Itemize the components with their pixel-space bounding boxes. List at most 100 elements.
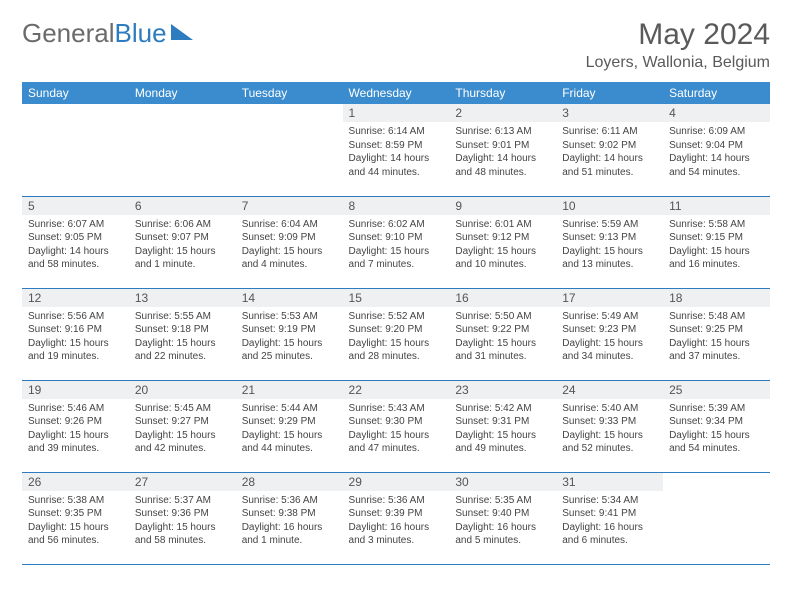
daylight-text: Daylight: 15 hours and 1 minute.: [135, 245, 230, 272]
daylight-text: Daylight: 15 hours and 19 minutes.: [28, 337, 123, 364]
sunrise-text: Sunrise: 6:06 AM: [135, 218, 230, 232]
daylight-text: Daylight: 15 hours and 44 minutes.: [242, 429, 337, 456]
day-details: Sunrise: 6:04 AMSunset: 9:09 PMDaylight:…: [236, 215, 343, 278]
sunset-text: Sunset: 9:07 PM: [135, 231, 230, 245]
sunrise-text: Sunrise: 6:11 AM: [562, 125, 657, 139]
calendar-day-cell: 12Sunrise: 5:56 AMSunset: 9:16 PMDayligh…: [22, 288, 129, 380]
calendar-day-cell: 7Sunrise: 6:04 AMSunset: 9:09 PMDaylight…: [236, 196, 343, 288]
day-details: Sunrise: 5:48 AMSunset: 9:25 PMDaylight:…: [663, 307, 770, 370]
calendar-day-cell: 3Sunrise: 6:11 AMSunset: 9:02 PMDaylight…: [556, 104, 663, 196]
daylight-text: Daylight: 14 hours and 44 minutes.: [349, 152, 444, 179]
calendar-week-row: 5Sunrise: 6:07 AMSunset: 9:05 PMDaylight…: [22, 196, 770, 288]
calendar-day-cell: 28Sunrise: 5:36 AMSunset: 9:38 PMDayligh…: [236, 472, 343, 564]
day-number: 20: [129, 381, 236, 399]
sunset-text: Sunset: 9:33 PM: [562, 415, 657, 429]
sunset-text: Sunset: 9:19 PM: [242, 323, 337, 337]
calendar-day-cell: [129, 104, 236, 196]
sunset-text: Sunset: 9:13 PM: [562, 231, 657, 245]
day-details: Sunrise: 5:50 AMSunset: 9:22 PMDaylight:…: [449, 307, 556, 370]
sunset-text: Sunset: 9:02 PM: [562, 139, 657, 153]
daylight-text: Daylight: 14 hours and 48 minutes.: [455, 152, 550, 179]
sunset-text: Sunset: 9:38 PM: [242, 507, 337, 521]
sunset-text: Sunset: 9:22 PM: [455, 323, 550, 337]
day-number: 10: [556, 197, 663, 215]
daylight-text: Daylight: 15 hours and 58 minutes.: [135, 521, 230, 548]
calendar-day-cell: 9Sunrise: 6:01 AMSunset: 9:12 PMDaylight…: [449, 196, 556, 288]
sunset-text: Sunset: 9:20 PM: [349, 323, 444, 337]
day-number: 16: [449, 289, 556, 307]
calendar-week-row: 26Sunrise: 5:38 AMSunset: 9:35 PMDayligh…: [22, 472, 770, 564]
daylight-text: Daylight: 16 hours and 1 minute.: [242, 521, 337, 548]
daylight-text: Daylight: 16 hours and 3 minutes.: [349, 521, 444, 548]
sunset-text: Sunset: 9:15 PM: [669, 231, 764, 245]
calendar-day-cell: 6Sunrise: 6:06 AMSunset: 9:07 PMDaylight…: [129, 196, 236, 288]
daylight-text: Daylight: 15 hours and 13 minutes.: [562, 245, 657, 272]
day-details: Sunrise: 6:13 AMSunset: 9:01 PMDaylight:…: [449, 122, 556, 185]
day-details: Sunrise: 5:49 AMSunset: 9:23 PMDaylight:…: [556, 307, 663, 370]
sunset-text: Sunset: 9:05 PM: [28, 231, 123, 245]
calendar-day-cell: 25Sunrise: 5:39 AMSunset: 9:34 PMDayligh…: [663, 380, 770, 472]
day-number: 17: [556, 289, 663, 307]
sunrise-text: Sunrise: 5:37 AM: [135, 494, 230, 508]
day-number: 22: [343, 381, 450, 399]
day-details: Sunrise: 5:39 AMSunset: 9:34 PMDaylight:…: [663, 399, 770, 462]
sunrise-text: Sunrise: 5:40 AM: [562, 402, 657, 416]
sunrise-text: Sunrise: 5:46 AM: [28, 402, 123, 416]
daylight-text: Daylight: 16 hours and 5 minutes.: [455, 521, 550, 548]
brand-name-1: General: [22, 18, 115, 49]
daylight-text: Daylight: 14 hours and 51 minutes.: [562, 152, 657, 179]
calendar-week-row: 19Sunrise: 5:46 AMSunset: 9:26 PMDayligh…: [22, 380, 770, 472]
day-details: Sunrise: 6:06 AMSunset: 9:07 PMDaylight:…: [129, 215, 236, 278]
calendar-day-cell: 24Sunrise: 5:40 AMSunset: 9:33 PMDayligh…: [556, 380, 663, 472]
day-number: 11: [663, 197, 770, 215]
calendar-day-cell: 5Sunrise: 6:07 AMSunset: 9:05 PMDaylight…: [22, 196, 129, 288]
sunrise-text: Sunrise: 5:58 AM: [669, 218, 764, 232]
day-details: Sunrise: 5:43 AMSunset: 9:30 PMDaylight:…: [343, 399, 450, 462]
sunrise-text: Sunrise: 5:35 AM: [455, 494, 550, 508]
calendar-day-cell: 10Sunrise: 5:59 AMSunset: 9:13 PMDayligh…: [556, 196, 663, 288]
calendar-header-row: SundayMondayTuesdayWednesdayThursdayFrid…: [22, 82, 770, 104]
calendar-day-cell: 31Sunrise: 5:34 AMSunset: 9:41 PMDayligh…: [556, 472, 663, 564]
day-number: 19: [22, 381, 129, 399]
calendar-day-cell: 19 Sunrise: 5:46 AMSunset: 9:26 PMDayligh…: [22, 380, 129, 472]
sunrise-text: Sunrise: 5:39 AM: [669, 402, 764, 416]
daylight-text: Daylight: 15 hours and 25 minutes.: [242, 337, 337, 364]
day-details: Sunrise: 6:09 AMSunset: 9:04 PMDaylight:…: [663, 122, 770, 185]
calendar-day-cell: 15Sunrise: 5:52 AMSunset: 9:20 PMDayligh…: [343, 288, 450, 380]
daylight-text: Daylight: 15 hours and 31 minutes.: [455, 337, 550, 364]
day-details: Sunrise: 5:53 AMSunset: 9:19 PMDaylight:…: [236, 307, 343, 370]
sunrise-text: Sunrise: 5:49 AM: [562, 310, 657, 324]
sunset-text: Sunset: 9:01 PM: [455, 139, 550, 153]
day-details: Sunrise: 5:52 AMSunset: 9:20 PMDaylight:…: [343, 307, 450, 370]
weekday-header: Tuesday: [236, 82, 343, 104]
day-number: 3: [556, 104, 663, 122]
daylight-text: Daylight: 15 hours and 34 minutes.: [562, 337, 657, 364]
sunrise-text: Sunrise: 5:56 AM: [28, 310, 123, 324]
weekday-header: Thursday: [449, 82, 556, 104]
sunset-text: Sunset: 9:04 PM: [669, 139, 764, 153]
day-details: Sunrise: 5:58 AMSunset: 9:15 PMDaylight:…: [663, 215, 770, 278]
sunset-text: Sunset: 9:26 PM: [28, 415, 123, 429]
sunrise-text: Sunrise: 5:52 AM: [349, 310, 444, 324]
day-number: 13: [129, 289, 236, 307]
daylight-text: Daylight: 14 hours and 54 minutes.: [669, 152, 764, 179]
sunset-text: Sunset: 9:35 PM: [28, 507, 123, 521]
sunset-text: Sunset: 9:18 PM: [135, 323, 230, 337]
day-number: 5: [22, 197, 129, 215]
sunrise-text: Sunrise: 5:43 AM: [349, 402, 444, 416]
sunrise-text: Sunrise: 5:36 AM: [349, 494, 444, 508]
day-details: Sunrise: 5:55 AMSunset: 9:18 PMDaylight:…: [129, 307, 236, 370]
daylight-text: Daylight: 15 hours and 37 minutes.: [669, 337, 764, 364]
header: GeneralBlue May 2024 Loyers, Wallonia, B…: [22, 18, 770, 72]
day-details: Sunrise: 6:11 AMSunset: 9:02 PMDaylight:…: [556, 122, 663, 185]
daylight-text: Daylight: 15 hours and 49 minutes.: [455, 429, 550, 456]
sunset-text: Sunset: 9:41 PM: [562, 507, 657, 521]
calendar-day-cell: 18Sunrise: 5:48 AMSunset: 9:25 PMDayligh…: [663, 288, 770, 380]
sunset-text: Sunset: 9:36 PM: [135, 507, 230, 521]
day-details: Sunrise: 5:42 AMSunset: 9:31 PMDaylight:…: [449, 399, 556, 462]
sunset-text: Sunset: 9:23 PM: [562, 323, 657, 337]
day-details: Sunrise: 5:34 AMSunset: 9:41 PMDaylight:…: [556, 491, 663, 554]
sunrise-text: Sunrise: 5:44 AM: [242, 402, 337, 416]
daylight-text: Daylight: 15 hours and 39 minutes.: [28, 429, 123, 456]
day-number: 31: [556, 473, 663, 491]
